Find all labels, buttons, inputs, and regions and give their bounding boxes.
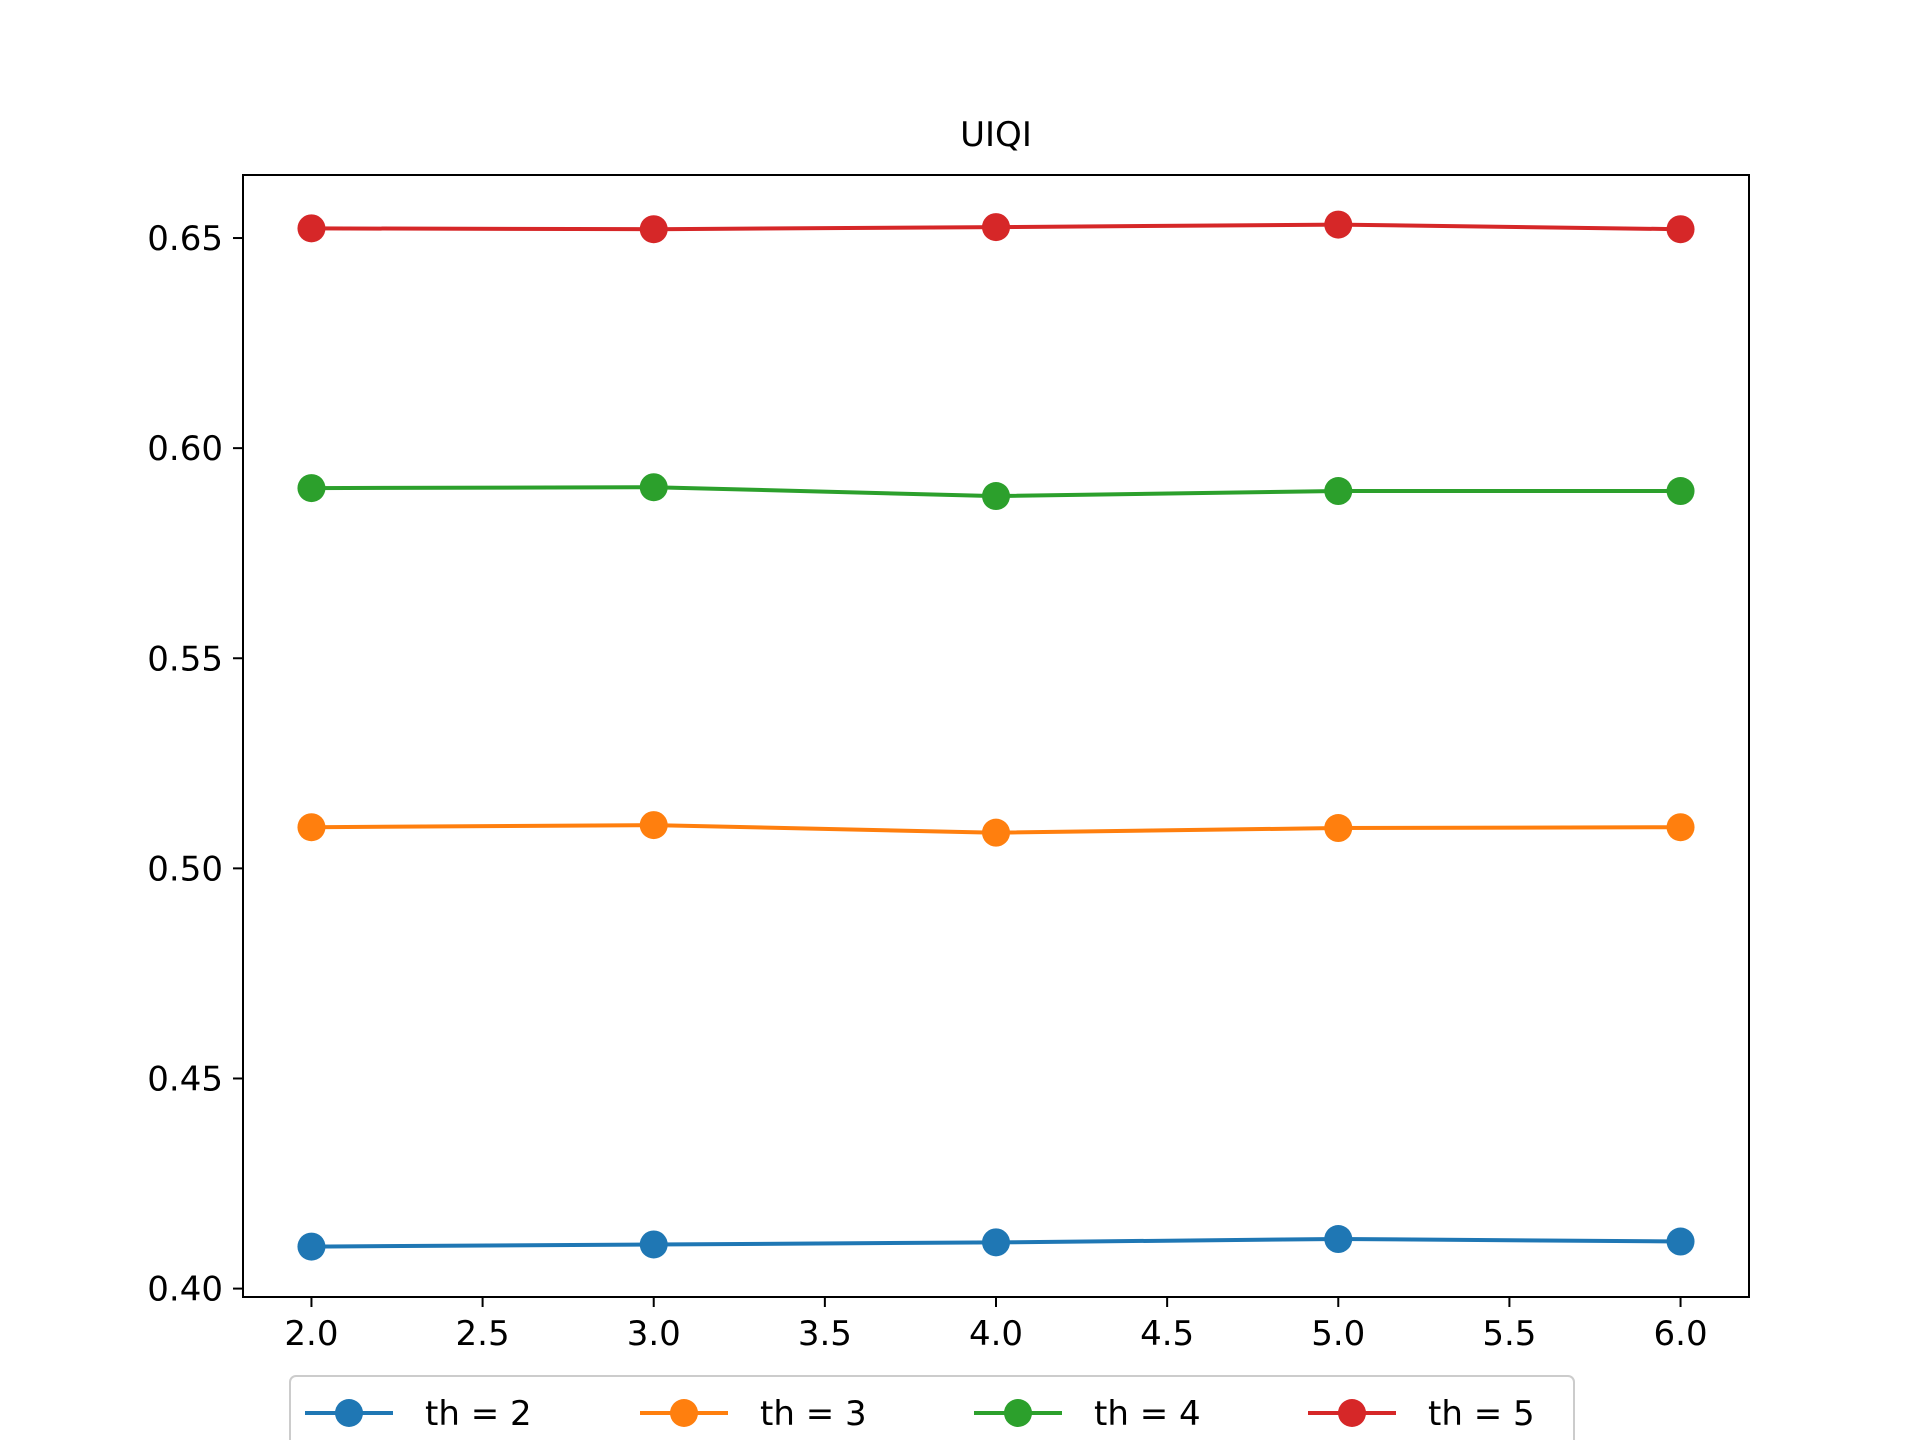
legend-label: th = 4 — [1094, 1394, 1201, 1434]
x-tick-label: 4.5 — [1140, 1314, 1194, 1354]
legend-item: th = 2 — [305, 1394, 532, 1434]
y-tick-label: 0.65 — [147, 219, 223, 259]
data-point — [982, 213, 1010, 242]
chart-title: UIQI — [960, 115, 1032, 155]
data-point — [297, 474, 326, 503]
data-point — [1324, 210, 1353, 239]
y-axis: 0.40 0.45 0.50 0.55 0.60 0.65 — [147, 219, 243, 1310]
series-4 — [297, 210, 1695, 244]
data-point — [982, 818, 1010, 847]
data-point — [639, 473, 668, 502]
x-tick-label: 3.0 — [627, 1314, 681, 1354]
legend: th = 2 th = 3 th = 4 th = 5 — [289, 1375, 1575, 1440]
legend-label: th = 2 — [425, 1394, 532, 1434]
data-point — [982, 1228, 1010, 1257]
series-1 — [297, 1225, 1695, 1261]
data-point — [982, 482, 1010, 511]
y-tick-label: 0.60 — [147, 429, 223, 469]
y-tick-label: 0.50 — [147, 849, 223, 889]
legend-marker — [670, 1399, 698, 1427]
x-tick-label: 4.0 — [969, 1314, 1023, 1354]
data-point — [297, 1232, 326, 1261]
data-point — [639, 215, 668, 244]
series-3 — [297, 473, 1695, 511]
data-point — [1324, 477, 1353, 506]
legend-marker — [335, 1399, 363, 1427]
x-tick-label: 5.0 — [1311, 1314, 1365, 1354]
data-point — [1324, 814, 1353, 843]
data-point — [1666, 1227, 1695, 1256]
legend-item: th = 4 — [974, 1394, 1201, 1434]
data-point — [639, 811, 668, 840]
x-tick-label: 2.5 — [456, 1314, 510, 1354]
y-tick-label: 0.45 — [147, 1059, 223, 1099]
x-tick-label: 3.5 — [798, 1314, 852, 1354]
legend-label: th = 5 — [1428, 1394, 1535, 1434]
x-tick-label: 5.5 — [1482, 1314, 1536, 1354]
series-layer — [297, 210, 1695, 1261]
data-point — [1666, 813, 1695, 842]
legend-item: th = 5 — [1308, 1394, 1535, 1434]
legend-marker — [1338, 1399, 1366, 1427]
data-point — [297, 214, 326, 243]
data-point — [639, 1230, 668, 1259]
x-tick-label: 2.0 — [284, 1314, 338, 1354]
series-2 — [297, 811, 1695, 847]
legend-marker — [1004, 1399, 1032, 1427]
y-tick-label: 0.40 — [147, 1270, 223, 1310]
x-axis: 2.0 2.5 3.0 3.5 4.0 4.5 5.0 5.5 6.0 — [284, 1297, 1708, 1354]
data-point — [1324, 1225, 1353, 1254]
data-point — [1666, 477, 1695, 506]
data-point — [297, 813, 326, 842]
x-tick-label: 6.0 — [1654, 1314, 1708, 1354]
legend-frame — [289, 1375, 1575, 1440]
plot-frame — [242, 174, 1750, 1298]
legend-item: th = 3 — [640, 1394, 867, 1434]
y-tick-label: 0.55 — [147, 639, 223, 679]
data-point — [1666, 215, 1695, 244]
legend-label: th = 3 — [760, 1394, 867, 1434]
